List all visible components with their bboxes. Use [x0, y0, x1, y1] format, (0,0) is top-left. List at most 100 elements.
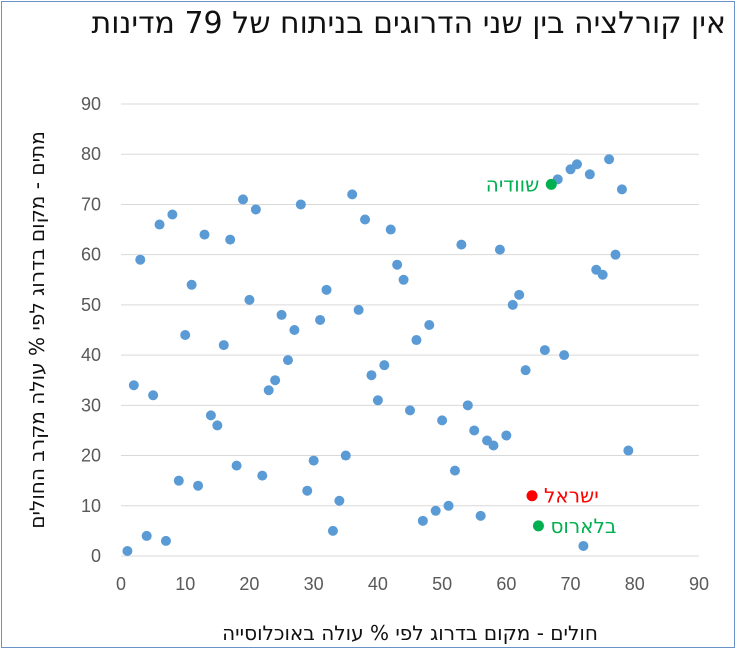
highlighted-point-label: ישראל	[544, 484, 599, 508]
highlighted-point-label: שוודיה	[486, 172, 540, 196]
x-tick-label: 60	[496, 574, 516, 594]
data-point	[289, 325, 300, 335]
data-point	[514, 289, 525, 300]
x-tick-label: 0	[116, 574, 126, 594]
data-point	[597, 269, 608, 280]
data-point	[616, 184, 627, 195]
data-point	[250, 204, 261, 215]
y-tick-label: 60	[81, 245, 101, 265]
data-point	[128, 380, 139, 391]
data-point	[578, 540, 589, 551]
data-point	[353, 304, 364, 315]
data-point	[270, 375, 281, 386]
data-point	[610, 249, 621, 260]
data-points	[122, 154, 634, 556]
x-axis-label: חולים - מקום בדרוג לפי % עולה באוכלוסייה	[222, 621, 598, 645]
data-point	[334, 495, 345, 506]
y-tick-label: 20	[81, 446, 101, 466]
data-point	[218, 340, 229, 351]
data-point	[430, 505, 441, 516]
data-point	[321, 284, 332, 295]
data-point	[539, 345, 550, 356]
x-tick-label: 40	[368, 574, 388, 594]
data-point	[160, 535, 171, 546]
data-point	[315, 314, 326, 325]
data-point	[360, 214, 371, 225]
data-point	[205, 410, 216, 421]
x-tick-label: 50	[432, 574, 452, 594]
x-tick-label: 80	[625, 574, 645, 594]
data-point	[559, 350, 570, 361]
data-point	[327, 525, 338, 536]
data-point	[186, 279, 197, 290]
highlighted-points: שוודיה ישראל בלארוס	[486, 172, 617, 538]
data-point	[225, 234, 236, 245]
data-point	[604, 154, 615, 165]
x-tick-label: 70	[561, 574, 581, 594]
x-tick-label: 20	[239, 574, 259, 594]
y-tick-label: 80	[81, 144, 101, 164]
y-tick-label: 10	[81, 496, 101, 516]
data-point	[584, 169, 595, 180]
data-point	[385, 224, 396, 235]
highlighted-point	[532, 520, 544, 532]
data-point	[366, 370, 377, 381]
data-point	[456, 239, 467, 250]
data-point	[308, 455, 319, 466]
data-point	[398, 274, 409, 285]
data-point	[417, 515, 428, 526]
highlighted-point	[526, 490, 538, 502]
data-point	[199, 229, 210, 240]
data-point	[340, 450, 351, 461]
data-point	[302, 485, 313, 496]
data-point	[263, 385, 274, 396]
y-tick-label: 70	[81, 194, 101, 214]
data-point	[501, 430, 512, 441]
data-point	[238, 194, 249, 205]
x-tick-label: 30	[304, 574, 324, 594]
data-point	[623, 445, 634, 456]
data-point	[405, 405, 415, 416]
data-point	[154, 219, 165, 230]
data-point	[167, 209, 178, 220]
y-tick-label: 90	[81, 94, 101, 114]
data-point	[392, 259, 403, 270]
data-point	[507, 299, 518, 310]
data-point	[347, 189, 358, 200]
data-point	[244, 294, 255, 305]
data-point	[231, 460, 242, 471]
data-point	[135, 254, 146, 265]
gridlines	[121, 103, 699, 557]
data-point	[180, 330, 191, 341]
highlighted-point-label: בלארוס	[550, 514, 616, 538]
data-point	[437, 415, 448, 426]
y-tick-label: 50	[81, 295, 101, 315]
x-tick-label: 90	[689, 574, 709, 594]
y-tick-label: 40	[81, 345, 101, 365]
x-tick-labels: 0 10 20 30 40 50 60 70 80 90	[116, 574, 709, 594]
data-point	[462, 400, 473, 411]
x-tick-label: 10	[175, 574, 195, 594]
data-point	[469, 425, 480, 436]
data-point	[122, 545, 133, 556]
data-point	[475, 510, 486, 521]
highlighted-point	[545, 178, 557, 190]
data-point	[193, 480, 204, 491]
data-point	[372, 395, 383, 406]
data-point	[148, 390, 159, 401]
data-point	[379, 360, 390, 371]
data-point	[212, 420, 223, 431]
data-point	[173, 475, 184, 486]
y-tick-label: 0	[91, 546, 101, 566]
y-tick-label: 30	[81, 395, 101, 415]
data-point	[276, 309, 287, 320]
data-point	[494, 244, 505, 255]
data-point	[282, 355, 293, 366]
data-point	[443, 500, 454, 511]
chart-title: אין קורלציה בין שני הדרוגים בניתוח של 79…	[91, 6, 726, 41]
data-point	[520, 365, 531, 376]
data-point	[411, 335, 422, 346]
data-point	[257, 470, 268, 481]
